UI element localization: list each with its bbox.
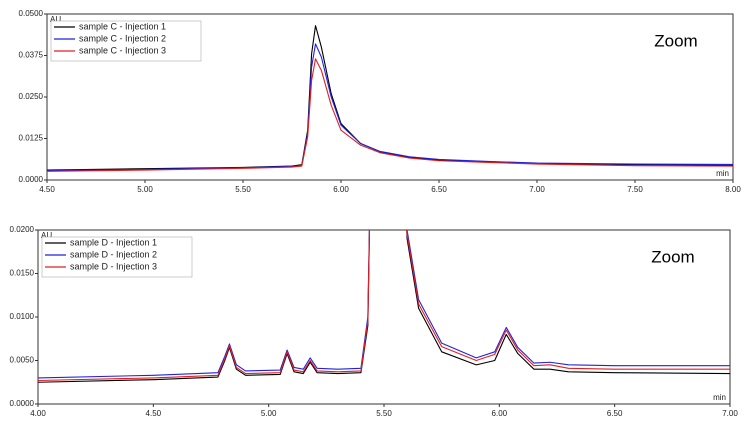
chart-panel: 0.0000 0.0125 0.0250 0.0375 0.0500 4.50 5.00 5.…	[19, 9, 742, 194]
x-tick-label: 7.00	[529, 185, 545, 194]
legend: sample C - Injection 1 sample C - Injecti…	[50, 20, 202, 62]
x-tick-label: 5.00	[261, 409, 277, 418]
legend: sample D - Injection 1 sample D - Injecti…	[41, 236, 193, 278]
y-tick-label: 0.0050	[10, 356, 35, 365]
x-tick-label: 6.50	[607, 409, 623, 418]
legend-label: sample C - Injection 2	[79, 33, 166, 43]
series-line	[47, 58, 733, 172]
y-tick-label: 0.0375	[19, 51, 44, 60]
annotation: Zoom	[654, 31, 697, 50]
y-tick-label: 0.0200	[10, 225, 35, 234]
x-axis-label: min	[716, 169, 729, 178]
x-tick-label: 4.00	[30, 409, 46, 418]
series-line	[38, 230, 730, 383]
y-axis-label: AU	[50, 15, 61, 24]
legend-label: sample C - Injection 1	[79, 21, 166, 31]
legend-label: sample C - Injection 3	[79, 45, 166, 55]
y-tick-label: 0.0000	[19, 175, 44, 184]
x-tick-label: 8.00	[725, 185, 741, 194]
y-tick-label: 0.0000	[10, 399, 35, 408]
series-line	[47, 43, 733, 172]
x-tick-label: 5.50	[235, 185, 251, 194]
legend-box	[41, 236, 193, 278]
x-axis-label: min	[713, 393, 726, 402]
annotation: Zoom	[651, 247, 694, 266]
legend-box	[50, 20, 202, 62]
x-tick-label: 6.50	[431, 185, 447, 194]
series-lines	[38, 230, 730, 383]
x-tick-label: 5.50	[376, 409, 392, 418]
y-tick-label: 0.0100	[10, 312, 35, 321]
y-tick-label: 0.0125	[19, 134, 44, 143]
y-tick-label: 0.0500	[19, 9, 44, 18]
chart-panel: 0.0000 0.0050 0.0100 0.0150 0.0200 4.00 4.50 5.…	[10, 225, 739, 418]
x-tick-label: 7.00	[722, 409, 738, 418]
x-tick-label: 7.50	[627, 185, 643, 194]
y-tick-label: 0.0150	[10, 269, 35, 278]
legend-label: sample D - Injection 2	[70, 249, 157, 259]
x-tick-label: 5.00	[137, 185, 153, 194]
series-line	[38, 230, 730, 382]
x-tick-label: 6.00	[333, 185, 349, 194]
legend-label: sample D - Injection 3	[70, 261, 157, 271]
legend-label: sample D - Injection 1	[70, 237, 157, 247]
x-tick-label: 6.00	[492, 409, 508, 418]
series-lines	[47, 25, 733, 172]
y-tick-label: 0.0250	[19, 92, 44, 101]
y-axis-label: AU	[41, 231, 52, 240]
x-tick-label: 4.50	[39, 185, 55, 194]
x-tick-label: 4.50	[146, 409, 162, 418]
